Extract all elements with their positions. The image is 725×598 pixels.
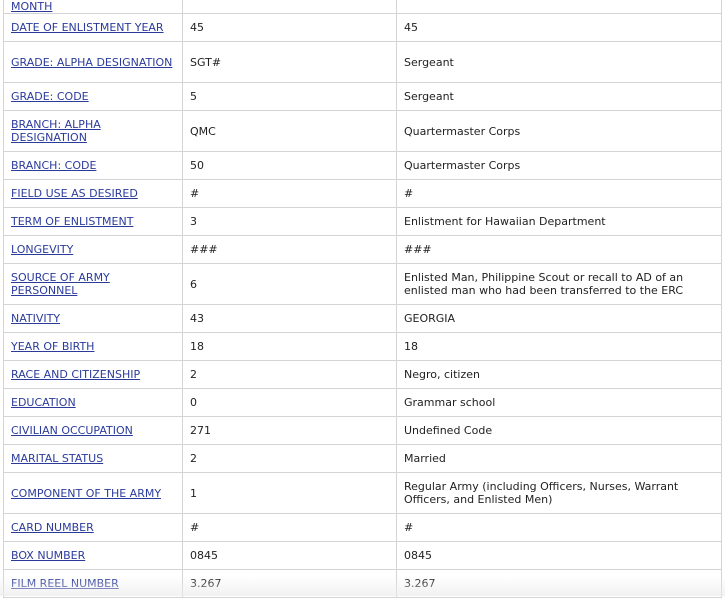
table-row: EDUCATION 0 Grammar school xyxy=(3,388,722,417)
field-link[interactable]: BOX NUMBER xyxy=(11,549,86,562)
field-name-cell: FILM REEL NUMBER xyxy=(3,569,183,598)
field-link[interactable]: CIVILIAN OCCUPATION xyxy=(11,424,133,437)
field-name-cell: FIELD USE AS DESIRED xyxy=(3,179,183,208)
code-cell: 18 xyxy=(182,332,397,361)
field-name-cell: NATIVITY xyxy=(3,304,183,333)
field-name-cell: DATE OF ENLISTMENT YEAR xyxy=(3,13,183,42)
code-cell: QMC xyxy=(182,110,397,152)
field-link[interactable]: EDUCATION xyxy=(11,396,76,409)
code-cell: 0845 xyxy=(182,541,397,570)
field-link[interactable]: GRADE: ALPHA DESIGNATION xyxy=(11,55,173,69)
field-link[interactable]: NATIVITY xyxy=(11,312,61,325)
table-row: GRADE: CODE 5 Sergeant xyxy=(3,82,722,111)
field-name-cell: COMPONENT OF THE ARMY xyxy=(3,472,183,514)
meaning-cell: ### xyxy=(396,235,722,264)
table-row: BRANCH: ALPHA DESIGNATION QMC Quartermas… xyxy=(3,110,722,152)
field-name-cell: RACE AND CITIZENSHIP xyxy=(3,360,183,389)
field-link[interactable]: TERM OF ENLISTMENT xyxy=(11,215,134,228)
table-row: YEAR OF BIRTH 18 18 xyxy=(3,332,722,361)
field-link[interactable]: DATE OF ENLISTMENT YEAR xyxy=(11,21,164,34)
field-name-cell: BRANCH: ALPHA DESIGNATION xyxy=(3,110,183,152)
field-link[interactable]: FILM REEL NUMBER xyxy=(11,577,119,590)
field-link[interactable]: BRANCH: CODE xyxy=(11,159,97,172)
meaning-cell: # xyxy=(396,513,722,542)
meaning-cell: Sergeant xyxy=(396,82,722,111)
table-row: DATE OF ENLISTMENT YEAR 45 45 xyxy=(3,13,722,42)
field-name-cell: BOX NUMBER xyxy=(3,541,183,570)
record-table: MONTH DATE OF ENLISTMENT YEAR 45 45 GRADE… xyxy=(3,0,722,598)
meaning-cell: Enlistment for Hawaiian Department xyxy=(396,207,722,236)
field-link[interactable]: GRADE: CODE xyxy=(11,90,89,103)
table-row: BRANCH: CODE 50 Quartermaster Corps xyxy=(3,151,722,180)
field-name-cell: EDUCATION xyxy=(3,388,183,417)
code-cell: ### xyxy=(182,235,397,264)
meaning-cell: Sergeant xyxy=(396,41,722,83)
table-row: CIVILIAN OCCUPATION 271 Undefined Code xyxy=(3,416,722,445)
table-row: GRADE: ALPHA DESIGNATION SGT# Sergeant xyxy=(3,41,722,83)
code-cell: 3.267 xyxy=(182,569,397,598)
field-link[interactable]: YEAR OF BIRTH xyxy=(11,340,95,353)
code-cell: 45 xyxy=(182,13,397,42)
table-row: CARD NUMBER # # xyxy=(3,513,722,542)
table-row: COMPONENT OF THE ARMY 1 Regular Army (in… xyxy=(3,472,722,514)
table-row: RACE AND CITIZENSHIP 2 Negro, citizen xyxy=(3,360,722,389)
field-link[interactable]: BRANCH: ALPHA DESIGNATION xyxy=(11,118,101,144)
field-link[interactable]: LONGEVITY xyxy=(11,243,74,256)
field-name-cell: BRANCH: CODE xyxy=(3,151,183,180)
code-cell: 43 xyxy=(182,304,397,333)
table-row: NATIVITY 43 GEORGIA xyxy=(3,304,722,333)
code-cell: 50 xyxy=(182,151,397,180)
table-row: SOURCE OF ARMY PERSONNEL 6 Enlisted Man,… xyxy=(3,263,722,305)
meaning-cell: GEORGIA xyxy=(396,304,722,333)
table-row: TERM OF ENLISTMENT 3 Enlistment for Hawa… xyxy=(3,207,722,236)
meaning-cell: 3.267 xyxy=(396,569,722,598)
code-cell: 0 xyxy=(182,388,397,417)
code-cell: 3 xyxy=(182,207,397,236)
field-name-cell: LONGEVITY xyxy=(3,235,183,264)
field-name-cell: CIVILIAN OCCUPATION xyxy=(3,416,183,445)
meaning-cell: 45 xyxy=(396,13,722,42)
field-link[interactable]: FIELD USE AS DESIRED xyxy=(11,187,138,200)
field-link[interactable]: SOURCE OF ARMY PERSONNEL xyxy=(11,271,110,297)
table-row: MONTH xyxy=(3,0,722,14)
code-cell: # xyxy=(182,513,397,542)
field-name-cell: YEAR OF BIRTH xyxy=(3,332,183,361)
field-link[interactable]: COMPONENT OF THE ARMY xyxy=(11,486,162,500)
code-cell: 271 xyxy=(182,416,397,445)
code-cell: 2 xyxy=(182,360,397,389)
table-row: MARITAL STATUS 2 Married xyxy=(3,444,722,473)
meaning-cell: # xyxy=(396,179,722,208)
code-cell: SGT# xyxy=(182,41,397,83)
table-row: BOX NUMBER 0845 0845 xyxy=(3,541,722,570)
code-cell: 5 xyxy=(182,82,397,111)
meaning-cell: Grammar school xyxy=(396,388,722,417)
field-link[interactable]: MONTH xyxy=(11,0,53,13)
field-link[interactable]: CARD NUMBER xyxy=(11,521,94,534)
field-link[interactable]: MARITAL STATUS xyxy=(11,452,104,465)
field-name-cell: GRADE: CODE xyxy=(3,82,183,111)
field-name-cell: SOURCE OF ARMY PERSONNEL xyxy=(3,263,183,305)
meaning-cell: Quartermaster Corps xyxy=(396,151,722,180)
field-name-cell: TERM OF ENLISTMENT xyxy=(3,207,183,236)
code-cell: 1 xyxy=(182,472,397,514)
field-link[interactable]: RACE AND CITIZENSHIP xyxy=(11,368,141,381)
field-name-cell: MARITAL STATUS xyxy=(3,444,183,473)
table-row: FIELD USE AS DESIRED # # xyxy=(3,179,722,208)
meaning-cell: 18 xyxy=(396,332,722,361)
code-cell: 2 xyxy=(182,444,397,473)
meaning-cell: Undefined Code xyxy=(396,416,722,445)
code-cell: # xyxy=(182,179,397,208)
meaning-cell: 0845 xyxy=(396,541,722,570)
meaning-cell: Enlisted Man, Philippine Scout or recall… xyxy=(396,263,722,305)
field-name-cell: CARD NUMBER xyxy=(3,513,183,542)
table-row: FILM REEL NUMBER 3.267 3.267 xyxy=(3,569,722,598)
meaning-cell: Regular Army (including Officers, Nurses… xyxy=(396,472,722,514)
meaning-cell: Quartermaster Corps xyxy=(396,110,722,152)
field-name-cell: GRADE: ALPHA DESIGNATION xyxy=(3,41,183,83)
code-cell: 6 xyxy=(182,263,397,305)
meaning-cell: Negro, citizen xyxy=(396,360,722,389)
table-row: LONGEVITY ### ### xyxy=(3,235,722,264)
meaning-cell: Married xyxy=(396,444,722,473)
